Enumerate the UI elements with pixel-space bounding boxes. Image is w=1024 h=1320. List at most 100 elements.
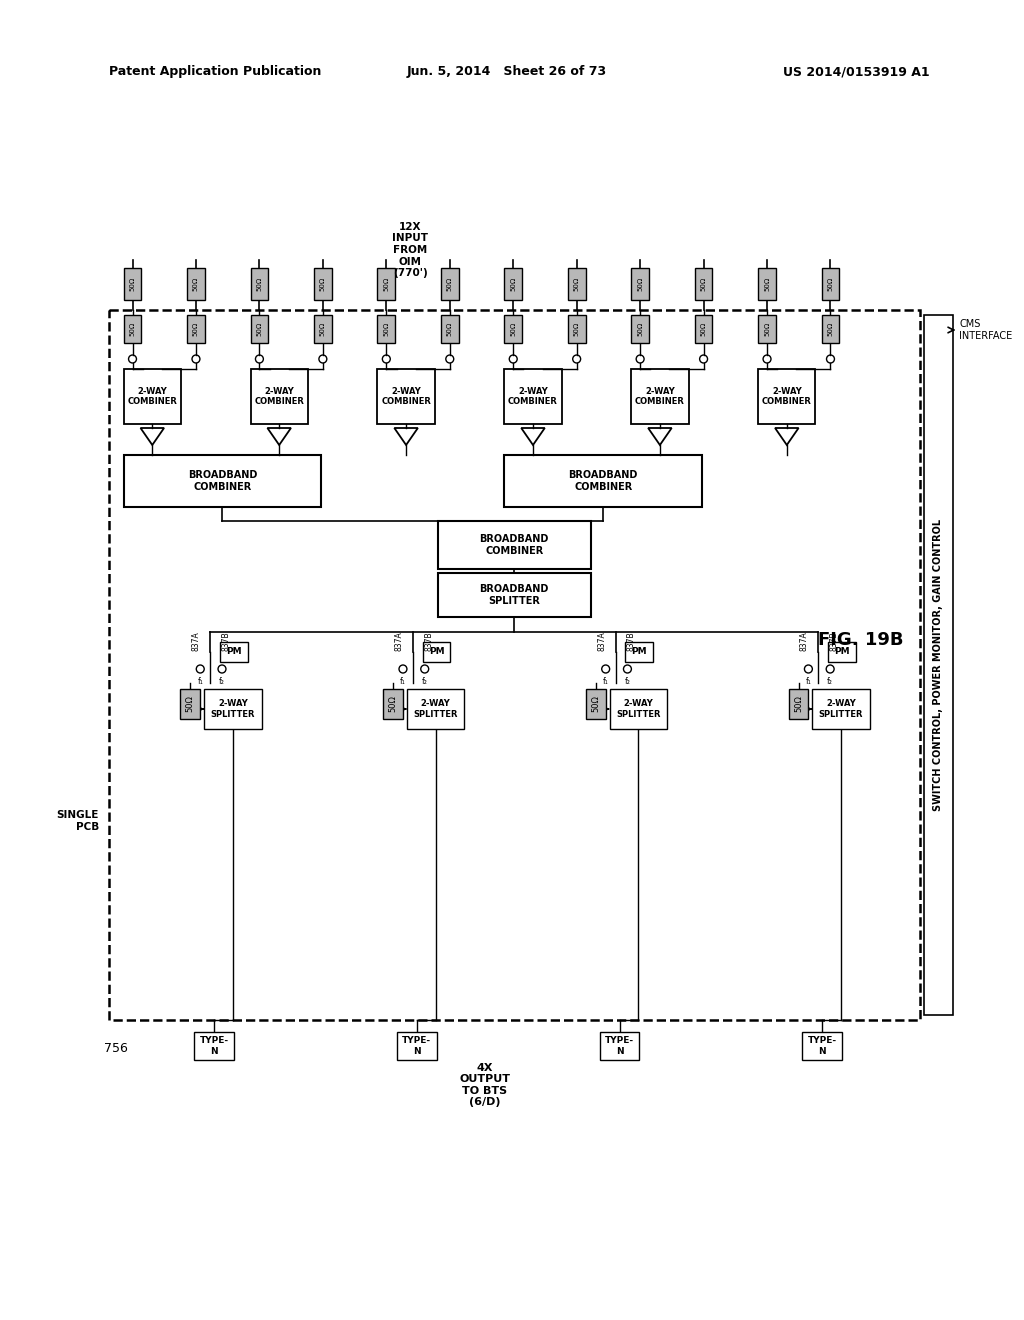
Text: 50Ω: 50Ω [827,322,834,337]
Text: SINGLE
PCB: SINGLE PCB [56,810,99,832]
Bar [631,268,649,300]
Text: 50Ω: 50Ω [446,277,453,292]
Bar [180,689,201,719]
Text: 50Ω: 50Ω [700,277,707,292]
Bar [609,689,667,729]
Bar [204,689,261,729]
Bar [821,315,840,343]
Text: 2-WAY
COMBINER: 2-WAY COMBINER [508,387,558,407]
Text: TYPE-
N: TYPE- N [808,1036,837,1056]
Text: 837B: 837B [627,631,636,651]
Text: 50Ω: 50Ω [186,696,195,713]
Bar [109,310,920,1020]
Text: 837A: 837A [597,631,606,651]
Bar [378,315,395,343]
Bar [378,268,395,300]
Bar [694,268,713,300]
Bar [505,370,562,424]
Text: 837B: 837B [221,631,230,651]
Text: 50Ω: 50Ω [319,277,326,292]
Bar [567,268,586,300]
Bar [821,268,840,300]
Text: US 2014/0153919 A1: US 2014/0153919 A1 [783,66,930,78]
Text: 50Ω: 50Ω [446,322,453,337]
Text: 837B: 837B [424,631,433,651]
Text: 756: 756 [103,1041,128,1055]
Text: BROADBAND
COMBINER: BROADBAND COMBINER [568,470,638,492]
Text: f₂: f₂ [219,676,225,685]
Bar [437,521,591,569]
Text: 50Ω: 50Ω [764,277,770,292]
Bar [124,268,141,300]
Text: 50Ω: 50Ω [129,277,135,292]
Text: 837B: 837B [829,631,839,651]
Text: 837A: 837A [800,631,809,651]
Bar [441,315,459,343]
Bar [251,268,268,300]
Bar [124,370,181,424]
Bar [314,268,332,300]
Text: 50Ω: 50Ω [383,277,389,292]
Text: 50Ω: 50Ω [764,322,770,337]
Text: 50Ω: 50Ω [510,322,516,337]
Bar [378,370,435,424]
Text: PM: PM [632,648,647,656]
Text: PM: PM [226,648,242,656]
Bar [626,642,653,663]
Text: SWITCH CONTROL, POWER MONITOR, GAIN CONTROL: SWITCH CONTROL, POWER MONITOR, GAIN CONT… [934,519,943,810]
Bar [788,689,808,719]
Text: 50Ω: 50Ω [256,322,262,337]
Bar [600,1032,639,1060]
Text: 50Ω: 50Ω [637,322,643,337]
Text: 50Ω: 50Ω [129,322,135,337]
Bar [397,1032,436,1060]
Bar [195,1032,233,1060]
Bar [828,642,856,663]
Text: f₂: f₂ [827,676,834,685]
Bar [187,315,205,343]
Bar [631,315,649,343]
Bar [924,315,953,1015]
Bar [441,268,459,300]
Text: 837A: 837A [394,631,403,651]
Text: 50Ω: 50Ω [256,277,262,292]
Bar [812,689,869,729]
Text: 50Ω: 50Ω [510,277,516,292]
Bar [187,268,205,300]
Text: 50Ω: 50Ω [193,277,199,292]
Text: TYPE-
N: TYPE- N [402,1036,431,1056]
Bar [124,455,322,507]
Bar [758,268,776,300]
Text: BROADBAND
SPLITTER: BROADBAND SPLITTER [479,585,549,606]
Text: 2-WAY
COMBINER: 2-WAY COMBINER [127,387,177,407]
Bar [694,315,713,343]
Text: 50Ω: 50Ω [383,322,389,337]
Bar [803,1032,842,1060]
Bar [567,315,586,343]
Text: 2-WAY
COMBINER: 2-WAY COMBINER [254,387,304,407]
Text: BROADBAND
COMBINER: BROADBAND COMBINER [479,535,549,556]
Text: TYPE-
N: TYPE- N [200,1036,228,1056]
Text: 2-WAY
COMBINER: 2-WAY COMBINER [381,387,431,407]
Text: 50Ω: 50Ω [193,322,199,337]
Bar [758,370,815,424]
Text: 2-WAY
SPLITTER: 2-WAY SPLITTER [616,700,660,718]
Text: f₁: f₁ [198,676,203,685]
Text: PM: PM [429,648,444,656]
Bar [124,315,141,343]
Bar [505,268,522,300]
Bar [383,689,403,719]
Text: 837A: 837A [191,631,201,651]
Text: 50Ω: 50Ω [388,696,397,713]
Text: 12X
INPUT
FROM
OIM
(770'): 12X INPUT FROM OIM (770') [392,222,428,279]
Text: BROADBAND
COMBINER: BROADBAND COMBINER [187,470,257,492]
Text: 50Ω: 50Ω [700,322,707,337]
Text: CMS
INTERFACE: CMS INTERFACE [959,319,1013,341]
Text: PM: PM [835,648,850,656]
Bar [505,315,522,343]
Text: 2-WAY
SPLITTER: 2-WAY SPLITTER [414,700,458,718]
Text: f₁: f₁ [806,676,811,685]
Text: FIG. 19B: FIG. 19B [817,631,903,649]
Text: 2-WAY
SPLITTER: 2-WAY SPLITTER [819,700,863,718]
Text: 2-WAY
COMBINER: 2-WAY COMBINER [635,387,685,407]
